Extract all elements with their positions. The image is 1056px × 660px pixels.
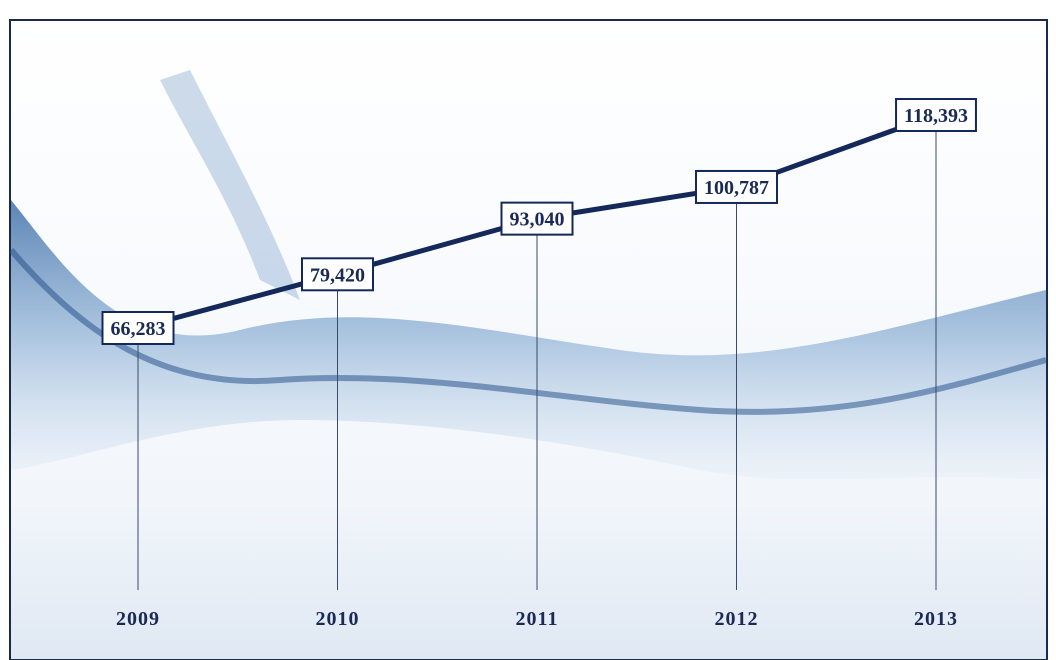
value-box bbox=[101, 311, 175, 345]
value-box bbox=[500, 201, 574, 236]
value-label: 118,393 bbox=[904, 105, 968, 127]
value-label: 79,420 bbox=[310, 264, 365, 286]
x-tick-label: 2012 bbox=[715, 608, 759, 630]
value-label: 100,787 bbox=[704, 177, 769, 199]
x-tick-label: 2013 bbox=[914, 608, 958, 630]
water-wave bbox=[8, 248, 1047, 415]
x-tick-label: 2009 bbox=[116, 608, 160, 630]
value-box bbox=[695, 169, 778, 204]
value-box bbox=[301, 257, 374, 292]
value-box bbox=[895, 98, 977, 132]
x-tick-label: 2010 bbox=[316, 608, 360, 630]
x-tick-label: 2011 bbox=[516, 608, 559, 630]
value-label: 93,040 bbox=[510, 209, 565, 231]
marks: 66,283 2009 79,420 2010 93,040 2011 100,787 201… bbox=[101, 98, 977, 630]
water-spray bbox=[160, 70, 300, 300]
value-label: 66,283 bbox=[111, 318, 166, 340]
